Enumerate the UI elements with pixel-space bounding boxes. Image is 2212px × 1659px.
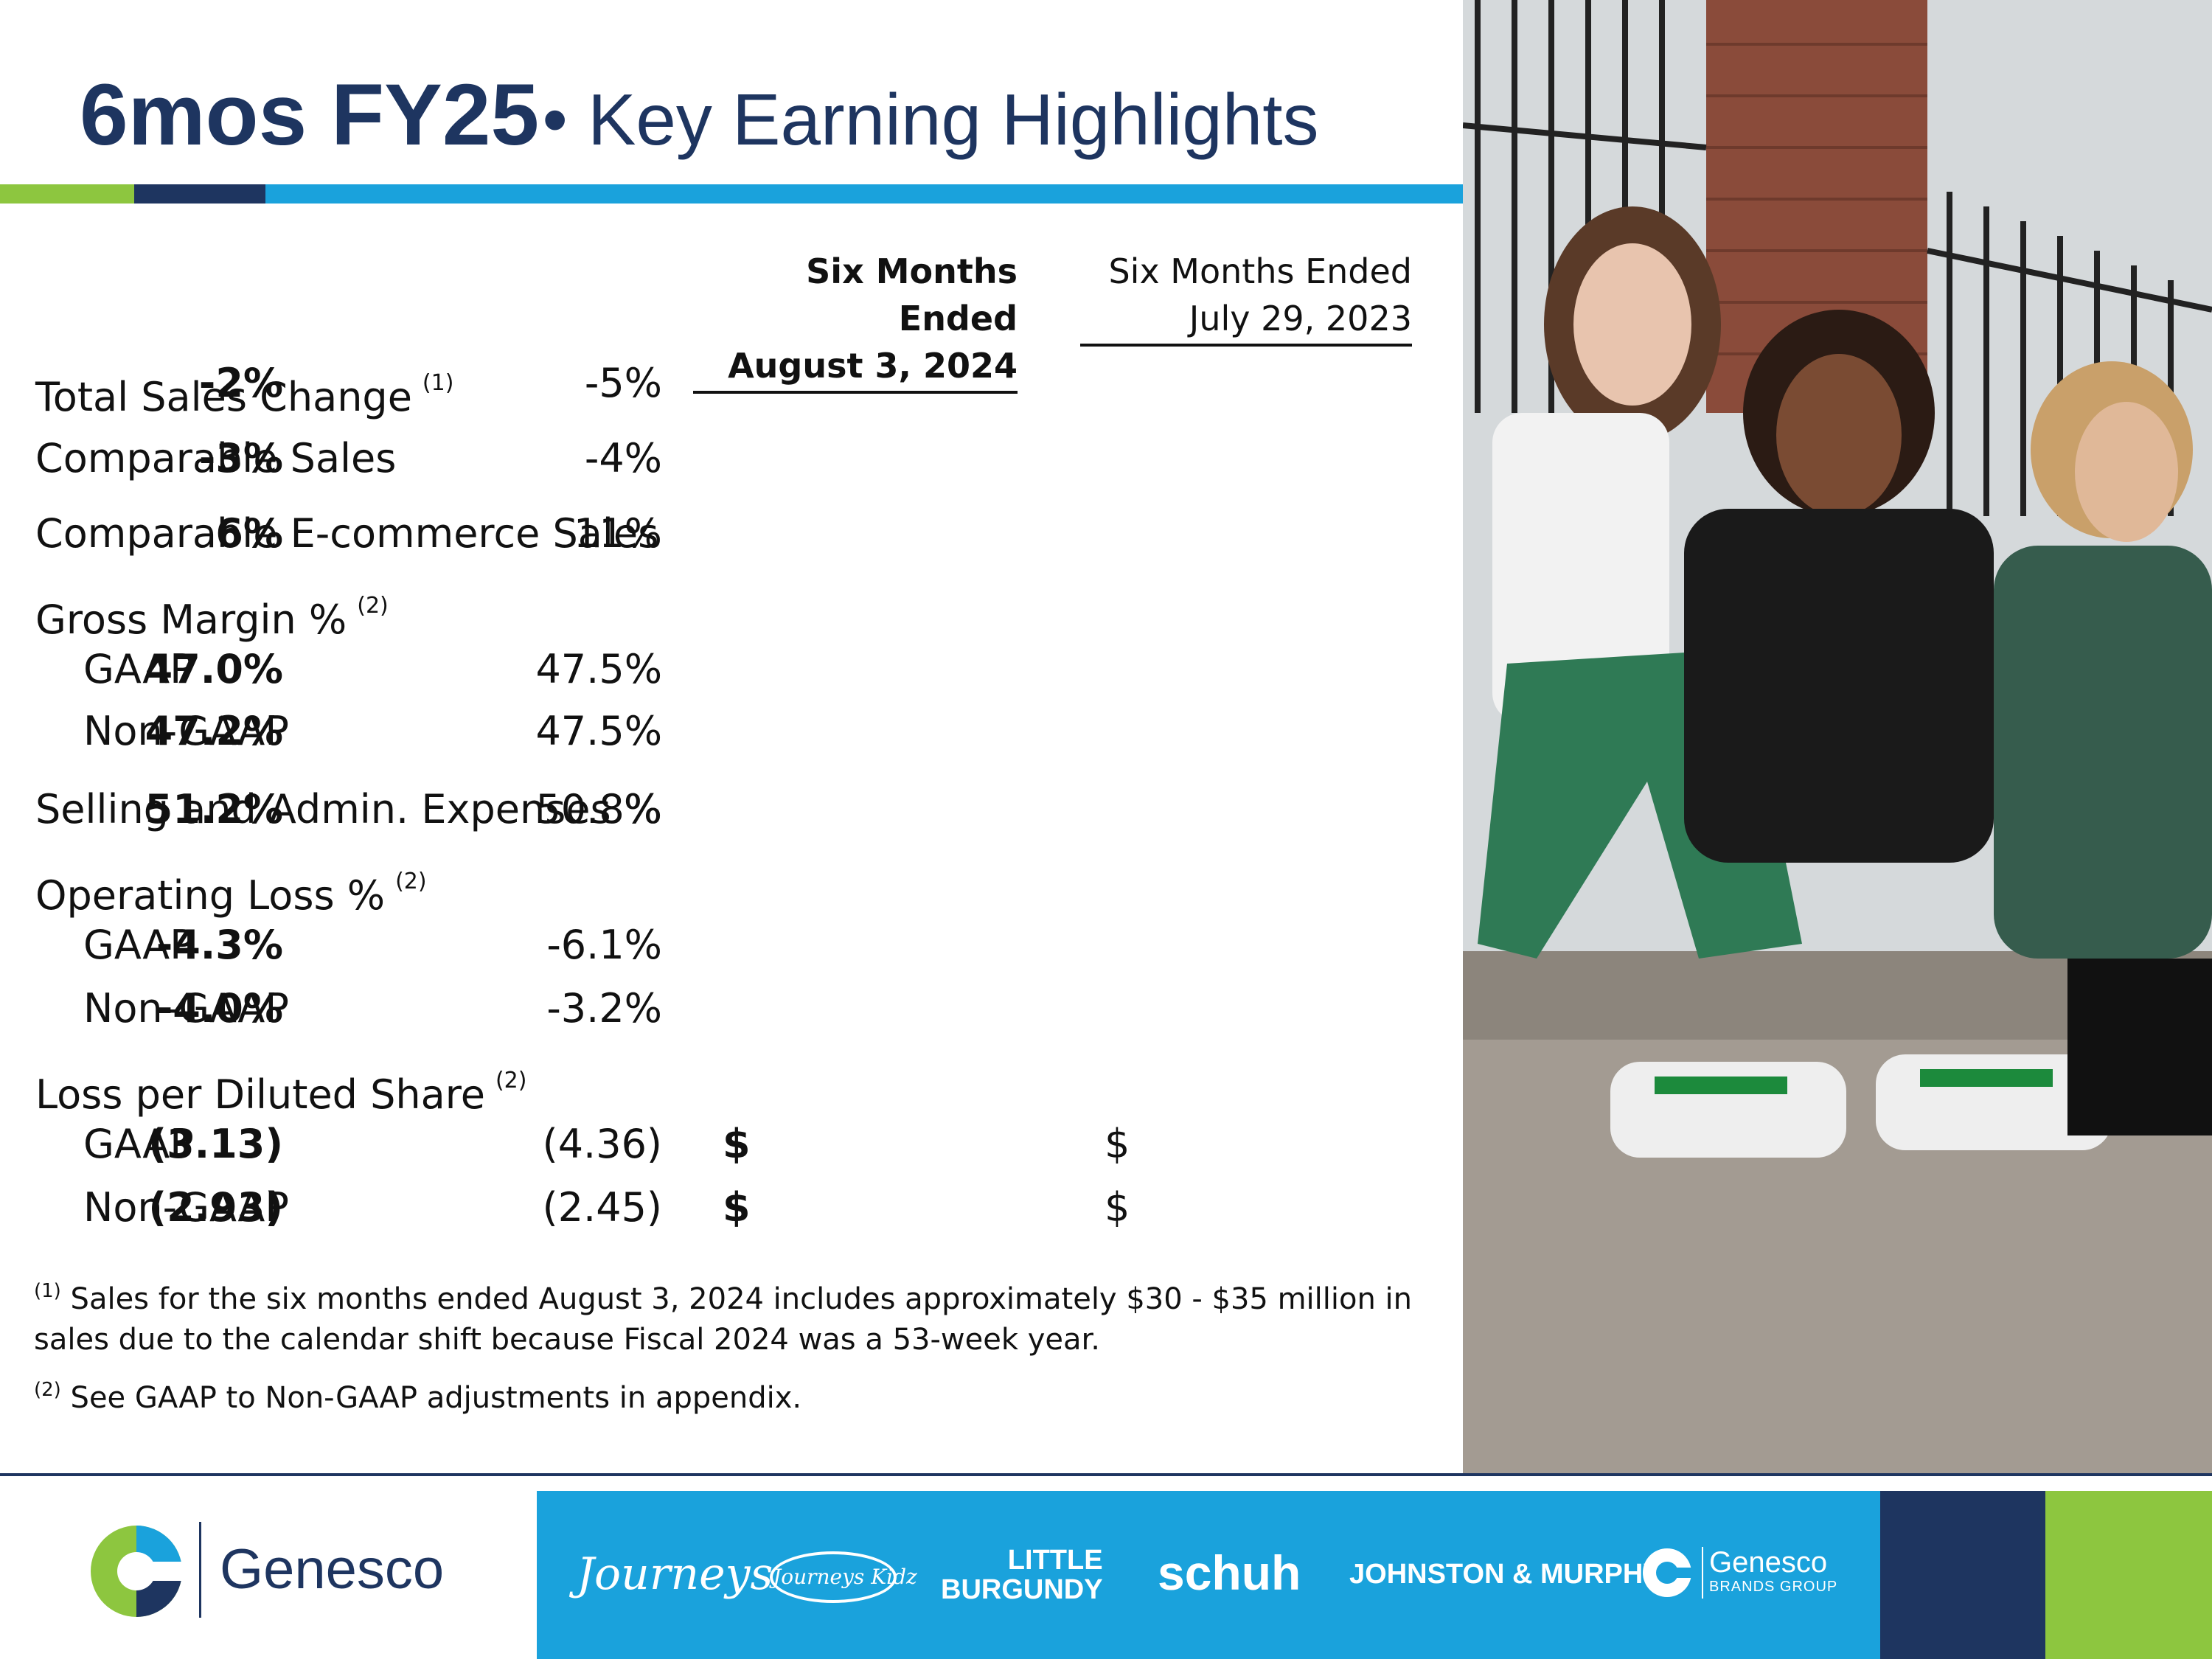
- title-accent-bar: [0, 184, 1463, 204]
- johnston-murphy-logo: JOHNSTON & MURPHY.: [1349, 1559, 1667, 1590]
- value-current: -3%: [198, 435, 283, 481]
- page-title: 6mos FY25 • Key Earning Highlights: [80, 63, 1319, 167]
- table-row-gm-gaap: GAAP 47.0% 47.5%: [0, 640, 1463, 699]
- footnote-1-text: Sales for the six months ended August 3,…: [60, 1282, 1413, 1316]
- column-header-prior: Six Months Ended July 29, 2023: [1080, 248, 1412, 347]
- journeys-logo: Journeys: [577, 1548, 773, 1600]
- genesco-brands-group-line-2: BRANDS GROUP: [1709, 1579, 1838, 1595]
- table-row-lps-gaap: GAAP $ (3.13) $ (4.36): [0, 1115, 1463, 1174]
- footnote-1-marker: (1): [34, 1280, 61, 1302]
- value-prior: 47.5%: [535, 646, 662, 692]
- value-current: -2%: [198, 360, 283, 406]
- row-label: Non-GAAP: [83, 708, 289, 754]
- row-label: Non-GAAP: [83, 1184, 289, 1231]
- footnote-1-line-2: sales due to the calendar shift because …: [34, 1323, 1100, 1357]
- genesco-brands-group-logo: Genesco BRANDS GROUP: [1709, 1547, 1837, 1596]
- value-prior: -5%: [584, 360, 662, 406]
- title-text: • Key Earning Highlights: [542, 79, 1319, 160]
- genesco-brands-group-divider: [1702, 1547, 1703, 1599]
- value-current: (3.13): [148, 1121, 283, 1167]
- row-label: GAAP: [83, 1121, 194, 1167]
- value-prior: -6.1%: [546, 922, 662, 968]
- table-row-comparable-sales: Comparable Sales -3% -4%: [0, 429, 1463, 488]
- genesco-wordmark: Genesco: [220, 1538, 445, 1601]
- table-row-loss-per-share: Loss per Diluted Share (2): [0, 1051, 1463, 1118]
- currency-current: $: [723, 1121, 751, 1167]
- value-prior: (2.45): [542, 1184, 662, 1231]
- row-label: GAAP: [83, 646, 194, 692]
- value-current: -4.3%: [156, 922, 283, 968]
- footer-navy-block: [1880, 1491, 2045, 1659]
- footnote-1-line-1: (1) Sales for the six months ended Augus…: [34, 1267, 1412, 1324]
- lifestyle-photo: [1463, 0, 2212, 1473]
- value-current: 51.2%: [145, 786, 283, 832]
- little-burgundy-line-1: LITTLE: [1007, 1545, 1103, 1576]
- footnote-2: (2) See GAAP to Non-GAAP adjustments in …: [34, 1366, 801, 1422]
- table-row-comparable-ecommerce: Comparable E-commerce Sales 6% 11%: [0, 504, 1463, 563]
- footnote-2-text: See GAAP to Non-GAAP adjustments in appe…: [60, 1381, 802, 1415]
- row-label-text: Gross Margin %: [35, 597, 347, 643]
- genesco-divider: [199, 1522, 201, 1618]
- currency-prior: $: [1105, 1184, 1130, 1231]
- row-label: Selling and Admin. Expenses %: [35, 786, 662, 832]
- footnote-marker: (1): [422, 370, 454, 396]
- footer-company: [0, 1476, 537, 1659]
- footnote-marker: (2): [495, 1068, 527, 1093]
- value-current: 47.0%: [145, 646, 283, 692]
- row-label: Comparable Sales: [35, 435, 397, 481]
- table-row-ol-gaap: GAAP -4.3% -6.1%: [0, 916, 1463, 975]
- row-label-text: Total Sales Change: [35, 374, 412, 420]
- currency-current: $: [723, 1184, 751, 1231]
- row-label: Gross Margin % (2): [35, 577, 389, 650]
- row-label: Comparable E-commerce Sales: [35, 510, 659, 557]
- value-prior: (4.36): [542, 1121, 662, 1167]
- footnote-marker: (2): [395, 869, 427, 894]
- accent-green: [0, 184, 134, 204]
- value-prior: -4%: [584, 435, 662, 481]
- table-row-total-sales-change: Total Sales Change (1) -2% -5%: [0, 354, 1463, 420]
- value-prior: 47.5%: [535, 708, 662, 754]
- journeys-kidz-logo: Journeys Kidz: [770, 1551, 917, 1603]
- value-current: (2.93): [148, 1184, 283, 1231]
- schuh-logo: schuh: [1158, 1545, 1301, 1600]
- table-row-gm-nongaap: Non-GAAP 47.2% 47.5%: [0, 702, 1463, 761]
- footnote-2-marker: (2): [34, 1379, 61, 1401]
- table-row-ol-nongaap: Non-GAAP -4.0% -3.2%: [0, 979, 1463, 1038]
- value-prior: 50.8%: [535, 786, 662, 832]
- row-label-text: Loss per Diluted Share: [35, 1071, 485, 1118]
- genesco-brands-group-line-1: Genesco: [1709, 1546, 1828, 1579]
- genesco-logo-icon: [91, 1526, 182, 1617]
- footnote-marker: (2): [357, 593, 389, 619]
- value-prior: 11%: [573, 510, 662, 557]
- column-header-current-line1: Six Months Ended: [806, 251, 1018, 338]
- column-header-current-line2: August 3, 2024: [728, 346, 1018, 386]
- row-label: Total Sales Change (1): [35, 354, 453, 427]
- footer-divider: [0, 1473, 2212, 1476]
- row-label: GAAP: [83, 922, 194, 968]
- currency-prior: $: [1105, 1121, 1130, 1167]
- accent-navy: [134, 184, 265, 204]
- value-current: 6%: [215, 510, 283, 557]
- accent-blue: [265, 184, 1463, 204]
- title-period: 6mos FY25: [80, 66, 540, 164]
- table-row-lps-nongaap: Non-GAAP $ (2.93) $ (2.45): [0, 1178, 1463, 1237]
- table-row-operating-loss: Operating Loss % (2): [0, 852, 1463, 919]
- little-burgundy-line-2: BURGUNDY: [941, 1574, 1103, 1605]
- column-header-prior-line1: Six Months Ended: [1108, 251, 1412, 291]
- little-burgundy-logo: LITTLE BURGUNDY: [941, 1545, 1103, 1604]
- column-header-current: Six Months Ended August 3, 2024: [693, 248, 1018, 394]
- footer-green-block: [2045, 1491, 2212, 1659]
- row-label-text: Operating Loss %: [35, 872, 386, 919]
- value-current: -4.0%: [156, 985, 283, 1032]
- table-row-gross-margin: Gross Margin % (2): [0, 577, 1463, 643]
- row-label: Non-GAAP: [83, 985, 289, 1032]
- row-label: Operating Loss % (2): [35, 852, 427, 925]
- value-prior: -3.2%: [546, 985, 662, 1032]
- genesco-brands-group-icon: [1643, 1548, 1691, 1597]
- value-current: 47.2%: [145, 708, 283, 754]
- lifestyle-photo-illustration: [1463, 0, 2212, 1473]
- row-label: Loss per Diluted Share (2): [35, 1051, 526, 1124]
- column-header-prior-line2: July 29, 2023: [1189, 299, 1412, 338]
- table-row-sga: Selling and Admin. Expenses % 51.2% 50.8…: [0, 780, 1463, 839]
